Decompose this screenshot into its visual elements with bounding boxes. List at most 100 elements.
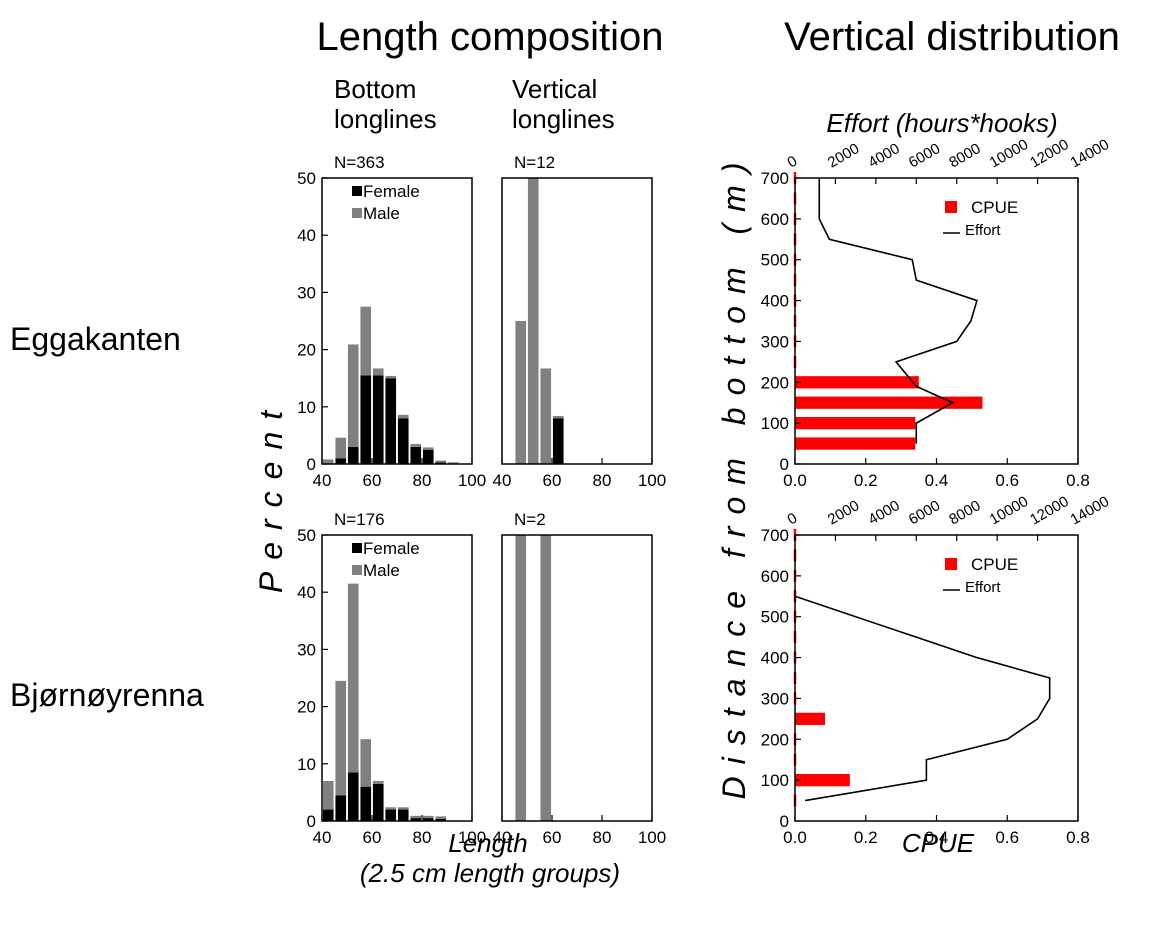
effort-line <box>818 178 978 444</box>
top-axis-title-effort: Effort (hours*hooks) <box>826 108 1057 138</box>
x-axis-subtitle-length: (2.5 cm length groups) <box>360 858 620 888</box>
bar-female <box>360 375 372 464</box>
cpue-bar <box>795 774 850 787</box>
bar-male <box>360 306 372 376</box>
bar-male <box>410 815 422 819</box>
bar-male <box>347 583 359 773</box>
y-axis-title-percent: Percent <box>253 399 289 593</box>
legend-label-cpue: CPUE <box>971 198 1018 217</box>
x-tick-label: 0.4 <box>925 471 949 490</box>
bar-female <box>410 818 422 821</box>
x-tick-label: 60 <box>543 828 562 847</box>
panel-eggakanten-vertical-longlines: 40 60 80 100 N=12 <box>493 153 667 490</box>
col-title-vertical-line1: Vertical <box>512 74 597 104</box>
bar-male <box>385 375 397 379</box>
x-tick-label: 100 <box>458 471 486 490</box>
bar-female <box>435 818 447 821</box>
n-annotation: N=363 <box>334 153 385 172</box>
title-vertical-distribution: Vertical distribution <box>784 15 1120 59</box>
x-tick-label: 0.6 <box>995 828 1019 847</box>
bar-male <box>552 415 564 419</box>
x-tick-label: 40 <box>493 471 512 490</box>
bar-female <box>422 818 434 821</box>
bar-male <box>335 437 347 459</box>
x-tick-label: 0.6 <box>995 471 1019 490</box>
bar-male <box>435 816 447 819</box>
bar-male <box>372 368 384 376</box>
y-tick-label: 300 <box>761 689 789 708</box>
bar-male <box>447 462 459 464</box>
bar-female <box>397 418 409 464</box>
bar-female <box>335 795 347 821</box>
plot-frame <box>321 534 473 822</box>
x-tick-label: 100 <box>458 828 486 847</box>
x-tick-label: 100 <box>638 471 666 490</box>
y-tick-label: 300 <box>761 332 789 351</box>
y-tick-label: 0 <box>307 455 316 474</box>
top-tick-label: 4000 <box>865 497 902 528</box>
x-axis-title-length: Length <box>448 828 528 858</box>
effort-line <box>794 595 1051 802</box>
y-tick-label: 20 <box>297 698 316 717</box>
x-tick-label: 40 <box>313 471 332 490</box>
n-annotation: N=12 <box>514 153 555 172</box>
bar-female <box>422 449 434 464</box>
top-tick-label: 6000 <box>906 497 943 528</box>
y-tick-label: 100 <box>761 771 789 790</box>
y-tick-label: 0 <box>780 455 789 474</box>
bar-male <box>397 807 409 810</box>
bar-male <box>335 680 347 796</box>
bar-female <box>385 809 397 821</box>
y-tick-label: 600 <box>761 567 789 586</box>
cpue-bar <box>795 437 916 450</box>
y-tick-label: 500 <box>761 251 789 270</box>
n-annotation: N=176 <box>334 510 385 529</box>
legend-label-effort: Effort <box>965 579 1001 596</box>
bar-female <box>322 809 334 821</box>
x-tick-label: 80 <box>413 828 432 847</box>
bar-female <box>347 772 359 821</box>
x-tick-label: 80 <box>593 471 612 490</box>
top-tick-label: 14000 <box>1068 493 1113 529</box>
x-tick-label: 40 <box>493 828 512 847</box>
x-tick-label: 0.2 <box>854 828 878 847</box>
bar-female <box>372 375 384 464</box>
y-tick-label: 0 <box>307 812 316 831</box>
col-title-vertical-line2: longlines <box>512 104 615 134</box>
y-tick-label: 400 <box>761 292 789 311</box>
bar-male <box>397 414 409 419</box>
y-tick-label: 500 <box>761 608 789 627</box>
bar-male <box>372 780 384 784</box>
col-title-bottom-line2: longlines <box>334 104 437 134</box>
title-length-composition: Length composition <box>317 15 664 59</box>
legend-label-female: Female <box>363 182 420 201</box>
legend-swatch-male <box>352 565 362 575</box>
y-tick-label: 700 <box>761 526 789 545</box>
x-tick-label: 80 <box>413 471 432 490</box>
bar-male <box>540 535 552 821</box>
legend-label-cpue: CPUE <box>971 555 1018 574</box>
bar-male <box>515 535 527 821</box>
legend-swatch-female <box>352 186 362 196</box>
legend-label-effort: Effort <box>965 222 1001 239</box>
bar-female <box>347 446 359 464</box>
y-tick-label: 50 <box>297 526 316 545</box>
top-tick-label: 2000 <box>825 140 862 171</box>
bar-female <box>335 458 347 464</box>
bar-male <box>360 739 372 787</box>
y-tick-label: 400 <box>761 649 789 668</box>
x-tick-label: 60 <box>363 828 382 847</box>
bar-male <box>347 344 359 447</box>
x-tick-label: 100 <box>638 828 666 847</box>
bar-male <box>322 780 334 810</box>
x-tick-label: 60 <box>543 471 562 490</box>
top-tick-label: 6000 <box>906 140 943 171</box>
col-title-bottom-line1: Bottom <box>334 74 416 104</box>
y-tick-label: 50 <box>297 169 316 188</box>
bar-male <box>527 178 539 464</box>
bar-female <box>410 446 422 464</box>
y-tick-label: 700 <box>761 169 789 188</box>
